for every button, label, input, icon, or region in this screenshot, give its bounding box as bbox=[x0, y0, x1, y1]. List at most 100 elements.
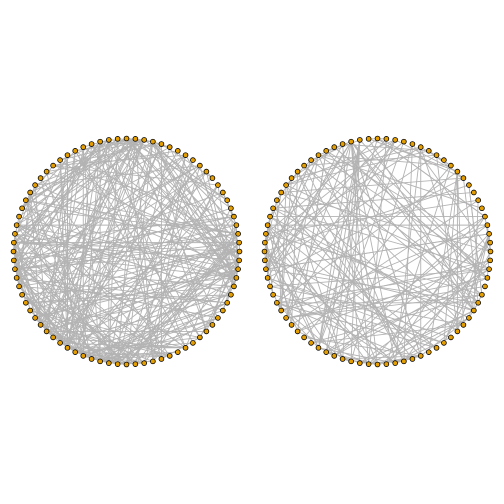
edge bbox=[59, 139, 145, 344]
node bbox=[267, 283, 273, 290]
edge bbox=[443, 233, 490, 344]
node bbox=[166, 353, 173, 359]
edge bbox=[67, 141, 101, 348]
node bbox=[323, 349, 330, 355]
node bbox=[80, 353, 87, 359]
right-network bbox=[261, 135, 494, 368]
node bbox=[27, 307, 33, 314]
edge bbox=[52, 259, 240, 338]
edge bbox=[14, 233, 239, 270]
edge bbox=[53, 165, 218, 186]
node bbox=[13, 275, 20, 281]
edge bbox=[285, 277, 488, 319]
node bbox=[182, 152, 189, 158]
edge bbox=[108, 141, 154, 364]
edge bbox=[285, 139, 396, 319]
edge bbox=[29, 192, 42, 325]
edge bbox=[40, 324, 170, 357]
node bbox=[392, 137, 398, 143]
edge bbox=[185, 154, 240, 243]
edge bbox=[16, 139, 110, 226]
node bbox=[13, 222, 20, 228]
node bbox=[19, 205, 25, 212]
edge bbox=[420, 146, 475, 311]
edge bbox=[13, 216, 20, 243]
node bbox=[283, 182, 289, 188]
edge bbox=[13, 138, 127, 261]
edges bbox=[264, 138, 491, 365]
edge bbox=[117, 184, 219, 365]
edge bbox=[468, 233, 490, 319]
edge bbox=[30, 242, 240, 311]
edge bbox=[34, 259, 240, 319]
edge bbox=[60, 342, 186, 349]
node bbox=[175, 148, 181, 154]
edge bbox=[199, 165, 235, 287]
edge bbox=[18, 251, 240, 287]
edge bbox=[13, 139, 145, 243]
node bbox=[479, 291, 485, 298]
node bbox=[215, 315, 221, 321]
edge bbox=[126, 184, 219, 365]
edge bbox=[281, 177, 464, 193]
edge bbox=[13, 154, 186, 244]
edge bbox=[74, 150, 186, 349]
edge bbox=[126, 138, 154, 362]
node bbox=[264, 222, 271, 228]
edge bbox=[310, 159, 483, 296]
node bbox=[235, 266, 241, 272]
node bbox=[365, 136, 372, 142]
edge bbox=[135, 233, 239, 365]
edge bbox=[152, 141, 240, 261]
edge bbox=[126, 138, 228, 201]
edge bbox=[265, 154, 437, 270]
edge bbox=[318, 347, 396, 364]
node bbox=[348, 138, 354, 145]
node bbox=[460, 322, 467, 328]
edge bbox=[281, 259, 491, 311]
edge bbox=[14, 138, 136, 235]
node bbox=[64, 345, 71, 351]
edge bbox=[14, 233, 237, 279]
node bbox=[482, 213, 488, 220]
edge bbox=[285, 184, 488, 279]
node bbox=[37, 322, 44, 328]
edge bbox=[297, 171, 378, 365]
node bbox=[308, 157, 314, 163]
node bbox=[274, 197, 280, 204]
node bbox=[294, 168, 301, 175]
node bbox=[231, 213, 237, 220]
edge bbox=[59, 294, 232, 344]
node bbox=[158, 141, 165, 147]
edge bbox=[16, 224, 118, 365]
edge bbox=[40, 294, 231, 326]
node bbox=[23, 197, 29, 204]
edge bbox=[74, 192, 224, 353]
edge bbox=[264, 141, 405, 261]
node bbox=[401, 138, 407, 145]
nodes bbox=[10, 135, 243, 368]
edge bbox=[403, 144, 413, 362]
node bbox=[228, 291, 234, 298]
node bbox=[484, 222, 491, 228]
node bbox=[132, 136, 139, 142]
node bbox=[425, 349, 432, 355]
node bbox=[233, 275, 240, 281]
node bbox=[484, 275, 491, 281]
edge bbox=[267, 141, 352, 279]
node bbox=[197, 334, 203, 341]
edge bbox=[82, 233, 239, 357]
node bbox=[50, 334, 56, 341]
edge bbox=[276, 139, 396, 304]
edge bbox=[473, 200, 479, 311]
edge bbox=[443, 171, 458, 343]
node bbox=[487, 257, 493, 264]
node bbox=[43, 168, 50, 175]
node bbox=[482, 283, 488, 290]
edge bbox=[333, 242, 491, 357]
edge bbox=[99, 141, 201, 338]
node bbox=[288, 175, 295, 181]
left-network bbox=[10, 135, 243, 368]
edge bbox=[265, 138, 378, 235]
edge bbox=[152, 141, 232, 295]
